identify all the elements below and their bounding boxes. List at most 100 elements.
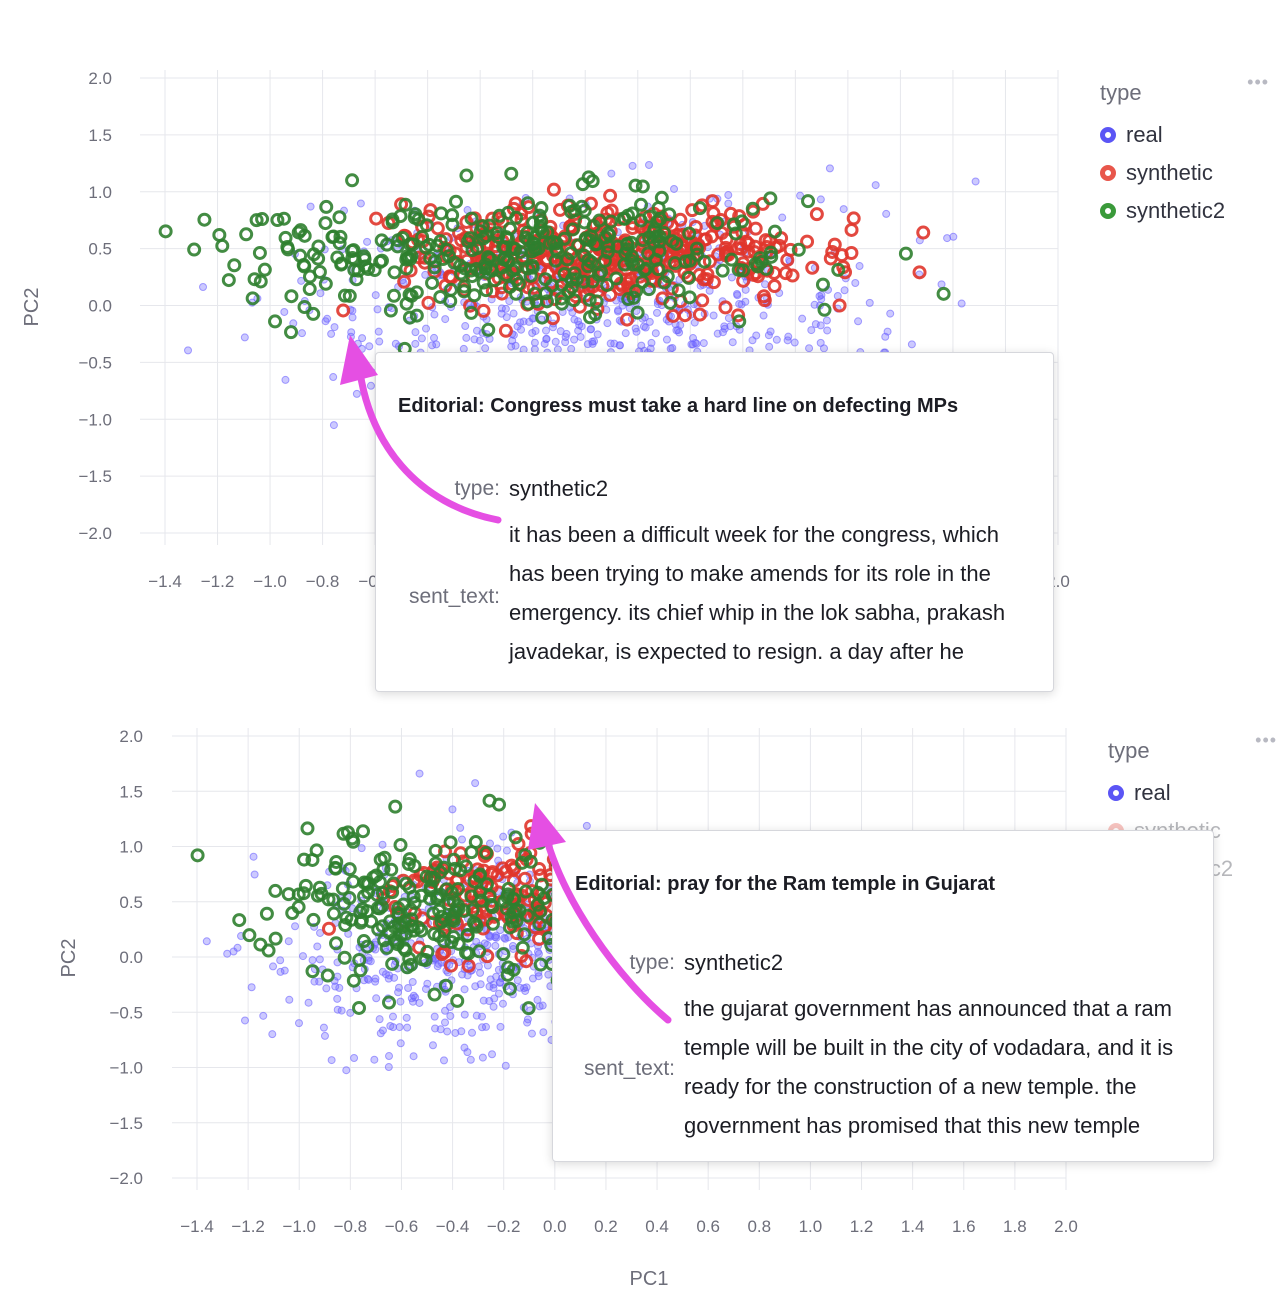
point[interactable] [432,928,447,943]
point[interactable] [386,1021,395,1030]
point[interactable] [384,862,399,877]
point[interactable] [255,212,270,227]
point[interactable] [268,314,283,329]
point[interactable] [190,848,205,863]
point[interactable] [581,259,596,274]
point[interactable] [567,266,582,281]
point[interactable] [504,166,519,181]
point[interactable] [603,188,618,203]
point[interactable] [662,335,671,344]
point[interactable] [529,294,544,309]
point[interactable] [249,213,264,228]
point[interactable] [763,191,778,206]
point[interactable] [600,277,615,292]
point[interactable] [339,910,354,925]
point[interactable] [454,266,469,281]
point[interactable] [542,334,551,343]
point[interactable] [809,207,824,222]
point[interactable] [637,263,652,278]
point[interactable] [570,335,579,344]
point[interactable] [364,975,373,984]
point[interactable] [734,214,749,229]
point[interactable] [519,954,534,969]
point[interactable] [460,1010,469,1019]
point[interactable] [276,956,285,965]
point[interactable] [342,1066,351,1075]
point[interactable] [496,947,511,962]
point[interactable] [485,996,494,1005]
point[interactable] [197,212,212,227]
point[interactable] [539,1028,548,1037]
point[interactable] [450,898,465,913]
point[interactable] [461,946,476,961]
point[interactable] [202,937,211,946]
point[interactable] [350,1053,359,1062]
point[interactable] [482,218,497,233]
point[interactable] [748,336,757,345]
point[interactable] [597,253,612,268]
point[interactable] [241,1016,250,1025]
point[interactable] [545,278,560,293]
point[interactable] [516,318,525,327]
point[interactable] [319,1023,328,1032]
more-options-icon[interactable]: ••• [1255,730,1278,750]
point[interactable] [507,892,522,907]
point[interactable] [451,936,466,951]
point[interactable] [400,960,415,975]
point[interactable] [313,942,322,951]
point[interactable] [430,310,439,319]
point[interactable] [778,213,787,222]
point[interactable] [591,267,606,282]
point[interactable] [692,201,707,216]
point[interactable] [399,296,414,311]
point[interactable] [493,844,502,853]
point[interactable] [563,219,578,234]
point[interactable] [621,329,630,338]
point[interactable] [695,293,710,308]
point[interactable] [509,272,524,287]
point[interactable] [319,199,334,214]
point[interactable] [582,292,597,307]
point[interactable] [554,291,569,306]
point[interactable] [369,211,384,226]
point[interactable] [554,296,569,311]
point[interactable] [304,998,313,1007]
point[interactable] [833,291,842,300]
point[interactable] [524,244,539,259]
point[interactable] [544,970,553,979]
point[interactable] [518,884,533,899]
point[interactable] [785,268,800,283]
point[interactable] [428,843,443,858]
point[interactable] [375,1015,384,1024]
point[interactable] [405,237,420,252]
point[interactable] [515,983,524,992]
point[interactable] [427,260,442,275]
point[interactable] [315,977,324,986]
point[interactable] [335,983,344,992]
point[interactable] [533,947,542,956]
point[interactable] [471,982,480,991]
point[interactable] [158,224,173,239]
point[interactable] [342,288,357,303]
point[interactable] [284,937,293,946]
point[interactable] [733,291,742,300]
point[interactable] [641,246,656,261]
point[interactable] [457,835,466,844]
point[interactable] [645,160,654,169]
point[interactable] [199,282,208,291]
point[interactable] [348,313,357,322]
point[interactable] [404,983,413,992]
point[interactable] [728,338,737,347]
point[interactable] [943,234,952,243]
point[interactable] [500,231,515,246]
point[interactable] [548,253,563,268]
point[interactable] [588,307,603,322]
point[interactable] [432,903,447,918]
point[interactable] [296,886,311,901]
point[interactable] [382,995,397,1010]
point[interactable] [227,258,242,273]
point[interactable] [766,327,775,336]
point[interactable] [523,1015,532,1024]
point[interactable] [488,1050,497,1059]
point[interactable] [798,314,807,323]
